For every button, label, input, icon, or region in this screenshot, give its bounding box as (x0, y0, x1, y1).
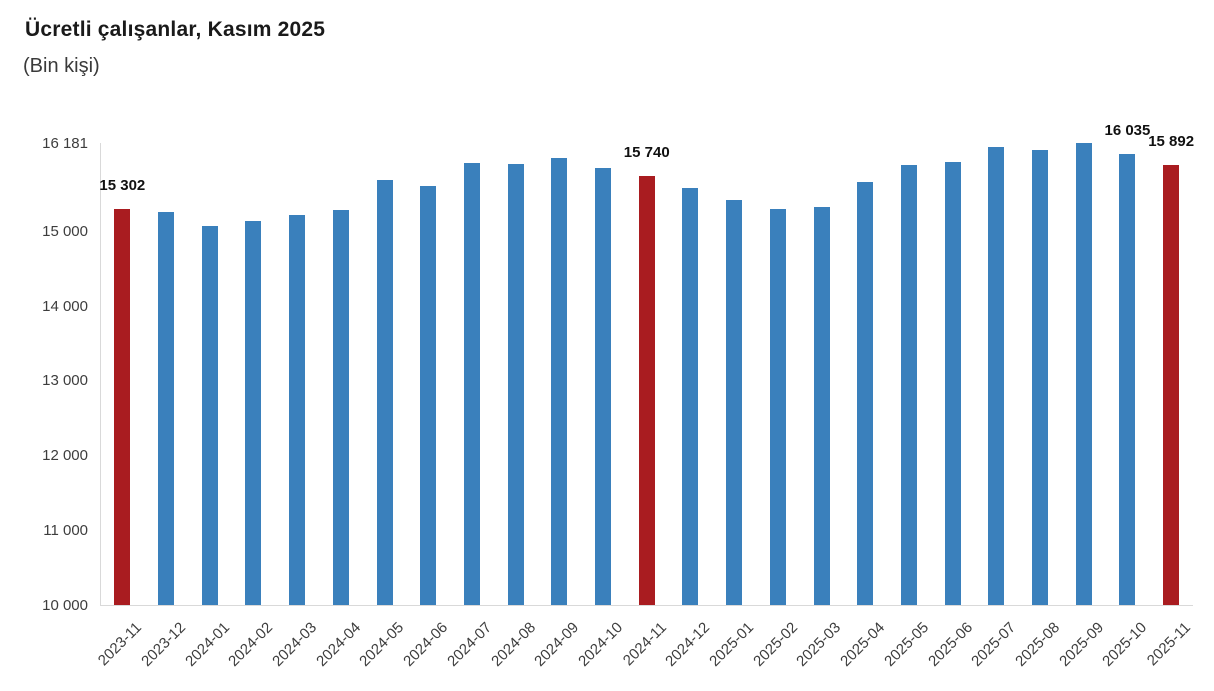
bar-2024-02 (245, 220, 262, 605)
y-axis-tick-label: 11 000 (43, 521, 88, 539)
x-axis-tick-label: 2025-08 (1012, 619, 1064, 670)
data-label-2023-11: 15 302 (99, 176, 146, 194)
bar-2024-03 (289, 214, 306, 605)
bar-2025-01 (726, 200, 743, 605)
x-axis-tick-label: 2024-09 (531, 619, 583, 670)
data-label-2025-10: 16 035 (1104, 121, 1151, 139)
bar-2025-11 (1163, 164, 1180, 605)
bar-2025-02 (769, 209, 786, 605)
chart-subtitle: (Bin kişi) (23, 55, 100, 77)
bar-2024-08 (507, 163, 524, 605)
bar-2025-08 (1032, 150, 1049, 605)
bar-2024-05 (376, 179, 393, 605)
bar-2023-11 (114, 208, 131, 605)
x-axis-tick-label: 2025-06 (924, 619, 976, 670)
bar-2024-09 (551, 157, 568, 605)
data-label-2025-11: 15 892 (1148, 132, 1195, 150)
x-axis-tick-label: 2025-10 (1099, 619, 1151, 670)
bar-2023-12 (158, 211, 175, 605)
x-axis-tick-label: 2025-03 (793, 619, 845, 670)
x-axis-tick-label: 2023-12 (138, 619, 190, 670)
x-axis-tick-label: 2025-04 (837, 619, 889, 670)
bar-2025-05 (900, 164, 917, 605)
x-axis-tick-label: 2025-05 (881, 619, 932, 670)
y-axis-line (100, 143, 101, 606)
bar-2025-03 (813, 207, 830, 605)
x-axis-tick-label: 2025-01 (706, 619, 758, 670)
x-axis-tick-label: 2024-05 (356, 619, 408, 670)
bar-2024-12 (682, 188, 699, 605)
y-axis-tick-label: 14 000 (42, 297, 88, 315)
bar-2024-10 (595, 167, 612, 605)
x-axis-tick-label: 2024-10 (575, 619, 627, 670)
bar-2024-11 (638, 175, 655, 605)
x-axis-tick-label: 2024-11 (619, 619, 670, 670)
x-axis-tick-label: 2025-11 (1144, 619, 1195, 670)
x-axis-tick-label: 2023-11 (95, 619, 146, 670)
bar-2025-07 (988, 147, 1005, 605)
x-axis-line (100, 605, 1193, 606)
y-axis-tick-label: 12 000 (42, 447, 88, 464)
bar-2025-04 (857, 182, 874, 605)
bar-2024-07 (463, 162, 480, 605)
y-axis-tick-label: 16 181 (42, 134, 88, 152)
x-axis-tick-label: 2024-03 (269, 619, 321, 670)
x-axis-tick-label: 2024-04 (312, 619, 364, 670)
chart-title: Ücretli çalışanlar, Kasım 2025 (25, 18, 326, 41)
bar-2025-10 (1119, 153, 1136, 605)
y-axis-tick-label: 10 000 (42, 596, 88, 614)
x-axis-tick-label: 2025-02 (749, 619, 801, 670)
y-axis-tick-label: 15 000 (42, 222, 88, 240)
bar-2024-06 (420, 185, 437, 605)
x-axis-tick-label: 2024-01 (181, 619, 233, 670)
x-axis-tick-label: 2025-07 (968, 619, 1020, 670)
bar-2024-01 (201, 225, 218, 605)
x-axis-tick-label: 2024-02 (225, 619, 277, 670)
y-axis-tick-label: 13 000 (42, 372, 88, 390)
x-axis-tick-label: 2024-12 (662, 619, 714, 670)
x-axis-tick-label: 2025-09 (1055, 619, 1107, 670)
x-axis-tick-label: 2024-07 (444, 619, 495, 670)
x-axis-tick-label: 2024-06 (400, 619, 452, 670)
bar-2024-04 (332, 209, 349, 605)
bar-2025-06 (944, 161, 961, 605)
x-axis-tick-label: 2024-08 (487, 619, 539, 670)
data-label-2024-11: 15 740 (623, 143, 670, 161)
bar-2025-09 (1075, 143, 1092, 605)
